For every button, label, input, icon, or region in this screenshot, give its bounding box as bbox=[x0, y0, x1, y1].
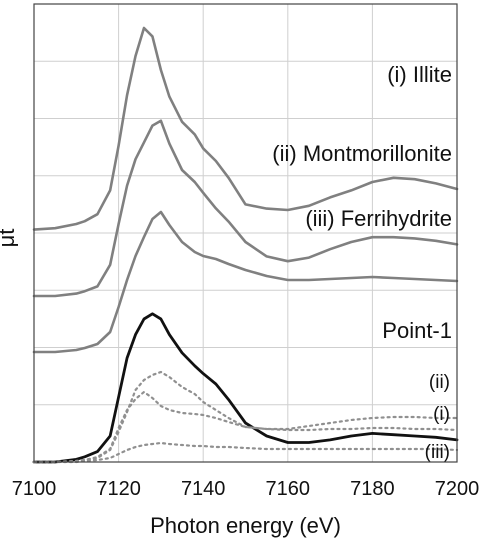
label-layer: 7100 7120 7140 7160 7180 7200 (i) Illite (ii) M… bbox=[12, 62, 480, 500]
series-label-3: (iii) Ferrihydrite bbox=[305, 206, 452, 231]
x-axis-title: Photon energy (eV) bbox=[150, 513, 341, 538]
x-tick-label: 7180 bbox=[350, 478, 395, 500]
series-line-7 bbox=[32, 441, 459, 464]
x-tick-label: 7200 bbox=[435, 478, 480, 500]
series-label-2: (ii) Montmorillonite bbox=[272, 141, 452, 166]
series-layer bbox=[32, 26, 459, 464]
series-line-6 bbox=[32, 390, 459, 464]
x-tick-label: 7120 bbox=[96, 478, 141, 500]
series-label-4: Point-1 bbox=[382, 318, 452, 343]
series-label-5: (ii) bbox=[429, 372, 450, 393]
series-line-3 bbox=[32, 210, 459, 354]
x-tick-label: 7160 bbox=[266, 478, 311, 500]
x-tick-label: 7140 bbox=[181, 478, 226, 500]
series-label-1: (i) Illite bbox=[387, 62, 452, 87]
series-line-2 bbox=[32, 119, 459, 298]
series-line-1 bbox=[32, 26, 459, 231]
plot-frame bbox=[33, 3, 458, 463]
series-label-6: (i) bbox=[433, 404, 450, 425]
series-line-4 bbox=[32, 312, 459, 464]
series-label-7: (iii) bbox=[425, 442, 450, 463]
x-tick-label: 7100 bbox=[12, 478, 57, 500]
y-axis-title: μt bbox=[0, 229, 19, 248]
